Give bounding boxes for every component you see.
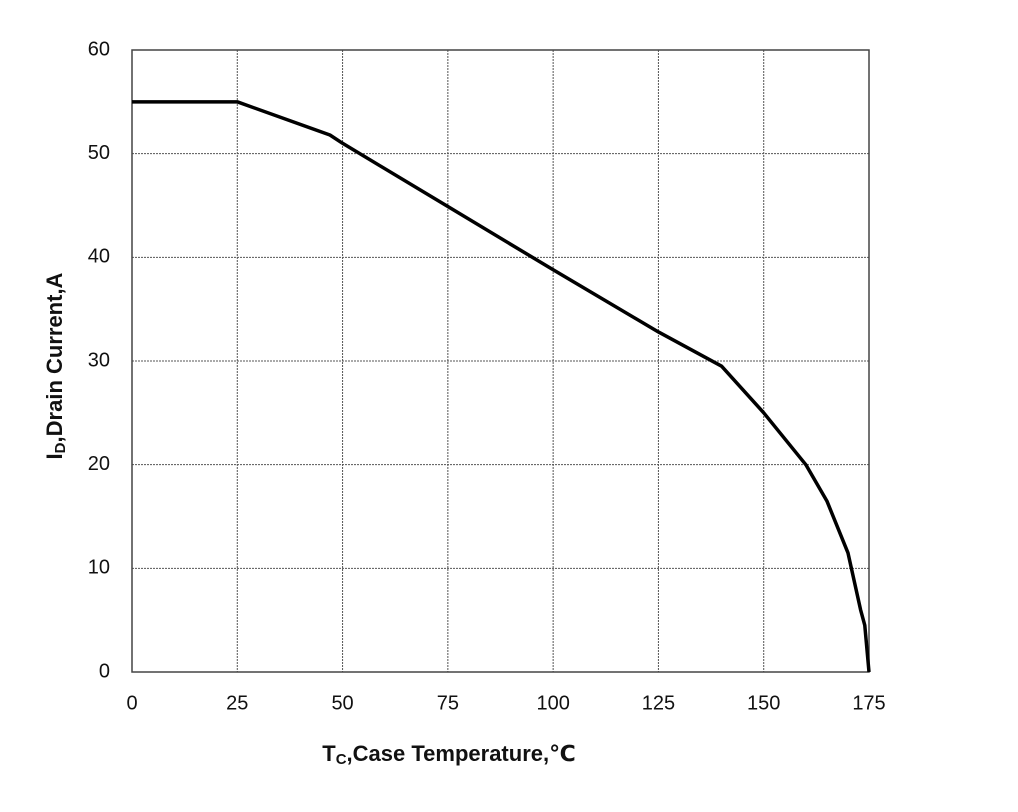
- x-tick-label: 150: [747, 692, 780, 714]
- y-tick-label: 50: [88, 142, 110, 164]
- y-tick-label: 20: [88, 453, 110, 475]
- y-title-sub: D: [52, 442, 69, 453]
- x-tick-label: 125: [642, 692, 675, 714]
- x-axis-title: TC,Case Temperature,℃: [322, 741, 576, 768]
- x-tick-label: 175: [852, 692, 885, 714]
- y-title-main: I: [42, 453, 67, 459]
- y-axis-title: ID,Drain Current,A: [42, 272, 69, 459]
- y-tick-label: 0: [99, 660, 110, 682]
- y-tick-label: 40: [88, 246, 110, 268]
- y-title-rest: ,Drain Current,A: [42, 272, 67, 442]
- x-title-sub: C: [336, 751, 347, 768]
- x-tick-label: 0: [126, 692, 137, 714]
- y-tick-label: 60: [88, 38, 110, 60]
- plot-frame: [131, 49, 870, 673]
- x-title-main: T: [322, 741, 336, 766]
- data-line: [132, 100, 871, 673]
- x-tick-label: 75: [437, 692, 459, 714]
- y-tick-label: 30: [88, 349, 110, 371]
- y-tick-label: 10: [88, 557, 110, 579]
- x-tick-label: 50: [331, 692, 353, 714]
- x-title-rest: ,Case Temperature,℃: [347, 741, 576, 766]
- x-tick-label: 100: [536, 692, 569, 714]
- x-tick-label: 25: [226, 692, 248, 714]
